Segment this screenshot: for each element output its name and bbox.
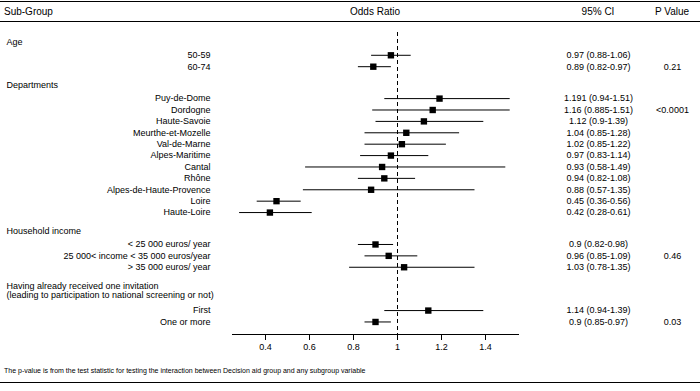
svg-text:0.4: 0.4 bbox=[259, 342, 272, 352]
html-text:Odds Ratio: Odds Ratio bbox=[350, 6, 400, 17]
svg-text:<0.0001: <0.0001 bbox=[656, 105, 689, 115]
svg-text:0.46: 0.46 bbox=[664, 251, 682, 261]
svg-text:0.42 (0.28-0.61): 0.42 (0.28-0.61) bbox=[566, 207, 630, 217]
svg-text:1.02 (0.85-1.22): 1.02 (0.85-1.22) bbox=[566, 139, 630, 149]
svg-text:0.8: 0.8 bbox=[347, 342, 360, 352]
svg-text:Household income: Household income bbox=[7, 226, 82, 236]
svg-text:0.94 (0.82-1.08): 0.94 (0.82-1.08) bbox=[566, 173, 630, 183]
svg-text:1.12 (0.9-1.39): 1.12 (0.9-1.39) bbox=[569, 116, 628, 126]
html-text:P Value: P Value bbox=[654, 6, 690, 17]
svg-text:Having already received one in: Having already received one invitation(l… bbox=[7, 281, 214, 300]
svg-text:Alpes-de-Haute-Provence: Alpes-de-Haute-Provence bbox=[107, 185, 211, 195]
svg-text:0.03: 0.03 bbox=[664, 317, 682, 327]
svg-text:< 25 000 euros/ year: < 25 000 euros/ year bbox=[128, 239, 211, 249]
svg-text:1: 1 bbox=[395, 342, 400, 352]
svg-text:1.2: 1.2 bbox=[435, 342, 448, 352]
svg-text:50-59: 50-59 bbox=[187, 50, 210, 60]
svg-text:Departments: Departments bbox=[7, 80, 59, 90]
svg-text:Val-de-Marne: Val-de-Marne bbox=[157, 139, 211, 149]
html-text:The p-value is from the test s: The p-value is from the test statistic f… bbox=[4, 367, 366, 374]
svg-text:1.14 (0.94-1.39): 1.14 (0.94-1.39) bbox=[566, 305, 630, 315]
svg-text:First: First bbox=[193, 305, 211, 315]
svg-text:25 000< income < 35 000 euros/: 25 000< income < 35 000 euros/year bbox=[63, 251, 210, 261]
svg-text:1.191 (0.94-1.51): 1.191 (0.94-1.51) bbox=[564, 93, 633, 103]
html-text:95% CI: 95% CI bbox=[581, 6, 615, 17]
svg-text:1.16 (0.885-1.51): 1.16 (0.885-1.51) bbox=[564, 105, 633, 115]
svg-text:Cantal: Cantal bbox=[184, 162, 210, 172]
svg-text:Alpes-Maritime: Alpes-Maritime bbox=[150, 150, 210, 160]
svg-text:0.9 (0.85-0.97): 0.9 (0.85-0.97) bbox=[569, 317, 628, 327]
svg-text:Dordogne: Dordogne bbox=[171, 105, 211, 115]
svg-text:0.89 (0.82-0.97): 0.89 (0.82-0.97) bbox=[566, 62, 630, 72]
svg-text:Age: Age bbox=[7, 37, 23, 47]
svg-text:1.04 (0.85-1.28): 1.04 (0.85-1.28) bbox=[566, 128, 630, 138]
svg-text:Meurthe-et-Mozelle: Meurthe-et-Mozelle bbox=[133, 128, 211, 138]
svg-text:1.4: 1.4 bbox=[479, 342, 492, 352]
svg-text:0.96 (0.85-1.09): 0.96 (0.85-1.09) bbox=[566, 251, 630, 261]
svg-text:0.97 (0.83-1.14): 0.97 (0.83-1.14) bbox=[566, 150, 630, 160]
svg-text:0.21: 0.21 bbox=[664, 62, 682, 72]
svg-text:0.93 (0.58-1.49): 0.93 (0.58-1.49) bbox=[566, 162, 630, 172]
svg-text:0.6: 0.6 bbox=[303, 342, 316, 352]
svg-text:Puy-de-Dome: Puy-de-Dome bbox=[155, 93, 211, 103]
svg-text:1.03 (0.78-1.35): 1.03 (0.78-1.35) bbox=[566, 262, 630, 272]
html-text:Sub-Group: Sub-Group bbox=[4, 6, 53, 17]
svg-text:60-74: 60-74 bbox=[187, 62, 210, 72]
svg-text:0.45 (0.36-0.56): 0.45 (0.36-0.56) bbox=[566, 196, 630, 206]
svg-text:Haute-Loire: Haute-Loire bbox=[163, 207, 210, 217]
svg-text:Haute-Savoie: Haute-Savoie bbox=[156, 116, 211, 126]
svg-text:Loire: Loire bbox=[190, 196, 210, 206]
svg-text:Rhône: Rhône bbox=[184, 173, 211, 183]
svg-text:One or more: One or more bbox=[160, 317, 211, 327]
svg-text:> 35 000 euros/ year: > 35 000 euros/ year bbox=[128, 262, 211, 272]
svg-text:0.9 (0.82-0.98): 0.9 (0.82-0.98) bbox=[569, 239, 628, 249]
svg-text:0.88 (0.57-1.35): 0.88 (0.57-1.35) bbox=[566, 185, 630, 195]
svg-text:0.97 (0.88-1.06): 0.97 (0.88-1.06) bbox=[566, 50, 630, 60]
